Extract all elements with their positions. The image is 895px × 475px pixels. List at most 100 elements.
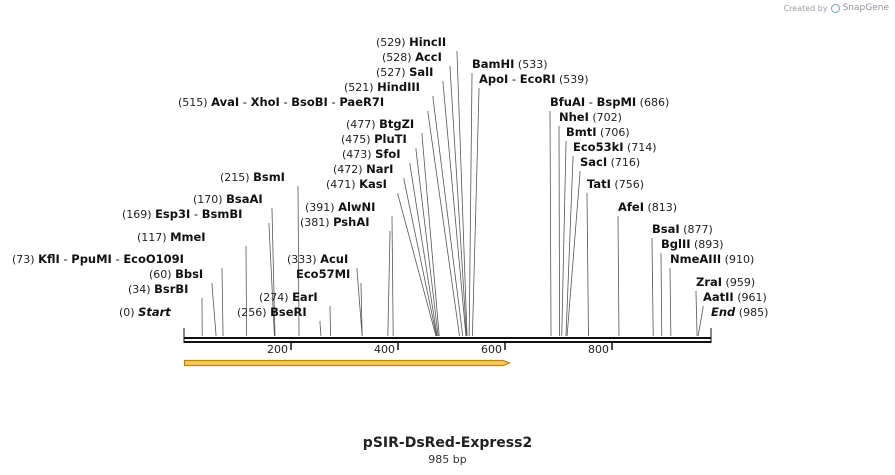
cut-site-leader [651,238,654,337]
enzyme-label-acui: (333) AcuI [287,252,348,266]
enzyme-separator: - [280,95,291,109]
enzyme-separator: - [112,252,123,266]
cut-site-leader [660,253,663,337]
cut-position: (274) [259,291,292,304]
cut-position: (471) [326,178,359,191]
enzyme-label-pshai: (381) PshAI [300,215,370,229]
enzyme-separator: - [328,95,339,109]
cut-position: (381) [300,216,333,229]
cut-position: (391) [305,201,338,214]
enzyme-label-bsrbi: (34) BsrBI [128,282,188,296]
cut-position: (0) [119,306,138,319]
cut-position: (527) [376,66,409,79]
cut-site-leader [442,81,467,337]
ruler-tick-label: 800 [588,343,609,356]
enzyme-label-eco53ki: Eco53kI (714) [573,140,657,154]
enzyme-label-esp3i: (169) Esp3I - BsmBI [122,207,242,221]
cut-site-leader [566,171,581,337]
enzyme-name: ApoI [479,72,508,86]
enzyme-label-nmeaiii: NmeAIII (910) [670,252,754,266]
enzyme-label-zrai: ZraI (959) [696,275,755,289]
enzyme-name: BspMI [597,95,637,109]
cut-site-leader [427,111,460,337]
enzyme-name: BsoBI [291,95,328,109]
enzyme-name: NmeAIII [670,252,721,266]
snapgene-credit: Created by SnapGene [784,3,889,13]
enzyme-name: HindIII [377,80,420,94]
cut-site-leader [697,306,704,337]
enzyme-name: SacI [580,155,607,169]
enzyme-name: AfeI [618,200,644,214]
enzyme-name: AcuI [320,252,348,266]
enzyme-name: XhoI [251,95,280,109]
enzyme-name: KflI [38,252,60,266]
enzyme-label-aatii: AatII (961) [703,290,767,304]
enzyme-name: MmeI [170,230,206,244]
cut-site-leader [409,163,438,337]
enzyme-name: AvaI [211,95,239,109]
linear-sequence-map: 200 400 600 800 (0) Start (34) BsrBI(60) BbsI… [12,35,768,367]
enzyme-label-mmei: (117) MmeI [137,230,206,244]
plasmid-length: 985 bp [428,453,467,466]
cut-position: (529) [376,36,409,49]
cut-site-leader [561,141,567,337]
cut-position: (73) [12,253,38,266]
cut-position: (515) [178,96,211,109]
enzyme-name: BfuAI [550,95,585,109]
cut-site-leader [397,193,437,337]
cut-position: (521) [344,81,377,94]
cut-position: (893) [691,238,724,251]
ruler-tick-label: 400 [374,343,395,356]
enzyme-name: BbsI [175,267,203,281]
cut-position: (910) [721,253,754,266]
cut-position: (877) [680,223,713,236]
cut-position: (702) [589,111,622,124]
cut-position: (533) [514,58,547,71]
enzyme-label-alwni: (391) AlwNI [305,200,375,214]
cut-site-leader [319,321,322,337]
cut-site-leader [449,66,467,337]
cut-site-leader [271,208,276,337]
enzyme-label-bmti: BmtI (706) [566,125,630,139]
enzyme-name: AatII [703,290,734,304]
cut-site-leader [387,231,391,337]
enzyme-name: BtgZI [379,117,414,131]
cut-position: (34) [128,283,154,296]
enzyme-name: BsaI [652,222,680,236]
cut-site-leader [268,223,275,337]
enzyme-separator: - [60,252,71,266]
enzyme-label-eco57mi: Eco57MI [296,267,350,281]
cut-site-leader [403,178,437,337]
cut-site-leader [391,216,394,337]
enzyme-label-nhei: NheI (702) [559,110,622,124]
enzyme-name: BmtI [566,125,597,139]
enzyme-label-bamhi: BamHI (533) [472,57,548,71]
enzyme-name: PpuMI [71,252,112,266]
cut-position: (117) [137,231,170,244]
enzyme-name: BsmI [253,170,285,184]
enzyme-name: PluTI [374,132,407,146]
snapgene-logo-icon [830,3,840,13]
cut-position: (472) [333,163,366,176]
cut-position: (170) [193,193,226,206]
enzyme-label-bglii: BglII (893) [661,237,724,251]
enzyme-label-start: (0) Start [119,305,171,319]
cut-site-leader [586,193,589,337]
credit-brand: SnapGene [842,3,889,13]
enzyme-label-hindiii: (521) HindIII [344,80,420,94]
cut-position: (714) [624,141,657,154]
enzyme-name: EcoO109I [123,252,184,266]
enzyme-label-btgzi: (477) BtgZI [346,117,414,131]
cut-position: (756) [611,178,644,191]
cut-site-leader [471,88,480,337]
enzyme-name: Eco57MI [296,267,350,281]
enzyme-name: Esp3I [155,207,190,221]
cut-site-leader [356,268,363,337]
enzyme-label-apoi: ApoI - EcoRI (539) [479,72,589,86]
enzyme-name: AlwNI [338,200,375,214]
cut-position: (215) [220,171,253,184]
enzyme-label-acci: (528) AccI [382,50,442,64]
enzyme-label-kasi: (471) KasI [326,177,387,191]
enzyme-label-saci: SacI (716) [580,155,640,169]
